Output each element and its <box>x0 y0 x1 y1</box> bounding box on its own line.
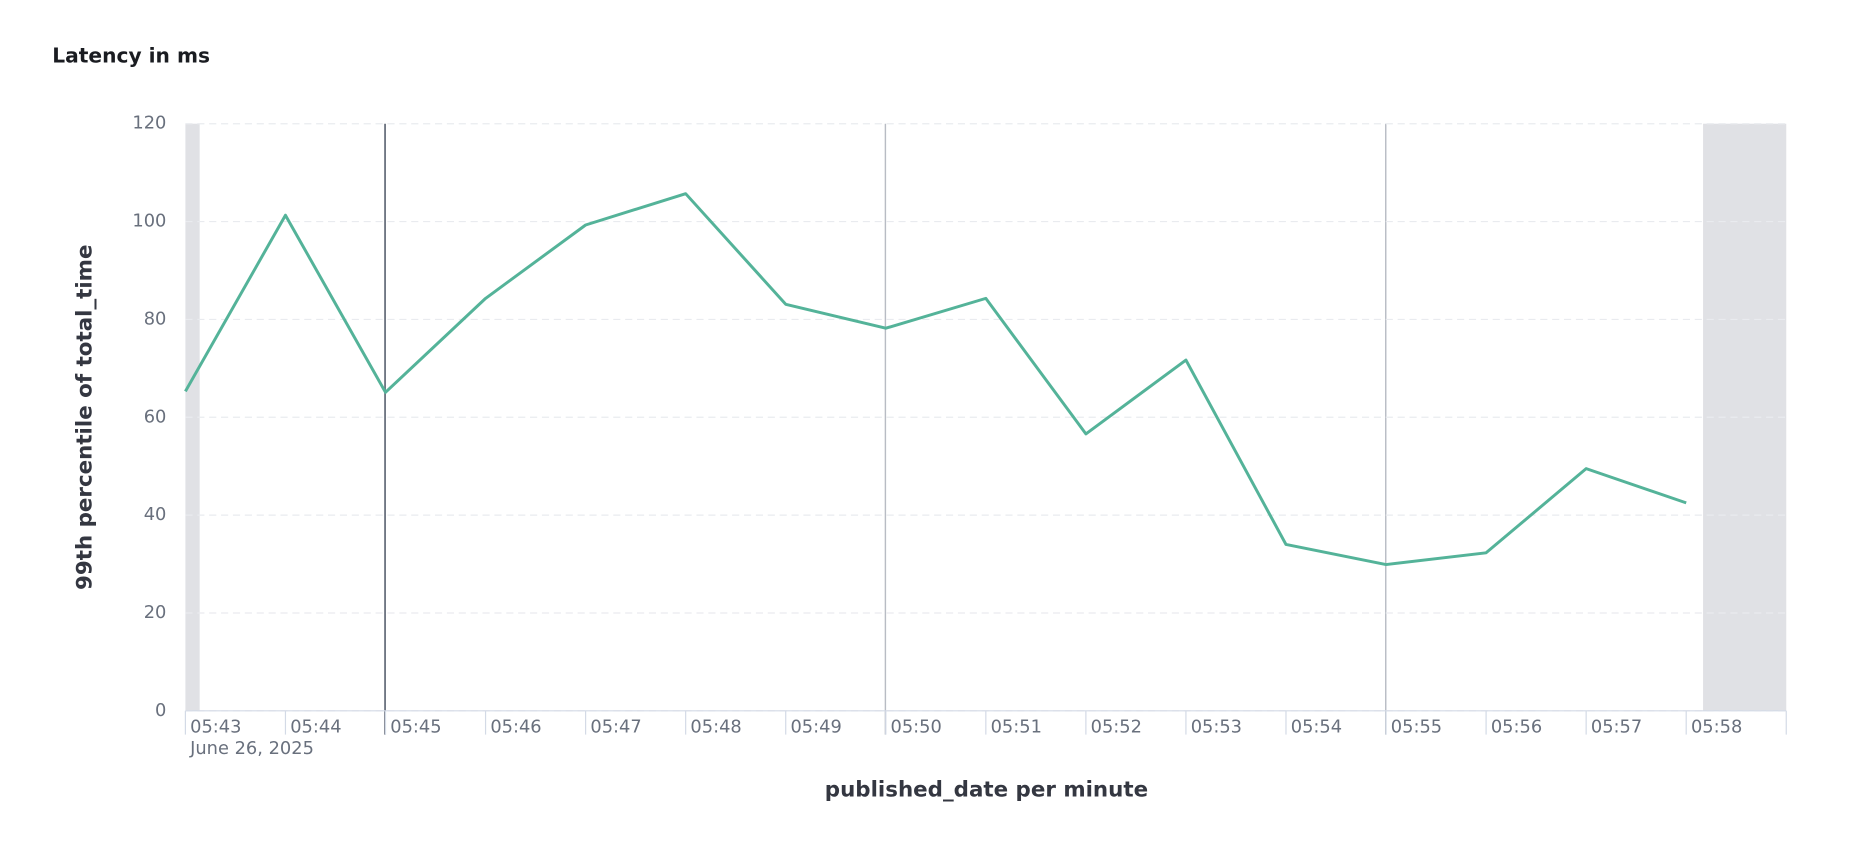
x-tick-label: 05:55 <box>1391 716 1442 737</box>
x-tick-label: 05:48 <box>690 716 741 737</box>
y-tick-label: 20 <box>144 602 167 623</box>
x-tick-label: 05:57 <box>1591 716 1642 737</box>
x-tick-label: 05:52 <box>1091 716 1142 737</box>
y-tick-label: 100 <box>132 211 166 232</box>
x-tick-label: 05:47 <box>590 716 641 737</box>
x-axis-title: published_date per minute <box>825 777 1148 802</box>
x-sublabel: June 26, 2025 <box>189 738 314 759</box>
x-tick-label: 05:45 <box>390 716 441 737</box>
x-tick-label: 05:54 <box>1291 716 1342 737</box>
y-tick-label: 40 <box>144 504 167 525</box>
chart-title: Latency in ms <box>52 44 210 68</box>
x-tick-label: 05:51 <box>991 716 1042 737</box>
x-tick-label: 05:49 <box>790 716 841 737</box>
y-tick-label: 80 <box>144 308 167 329</box>
x-tick-label: 05:56 <box>1491 716 1542 737</box>
x-tick-label: 05:53 <box>1191 716 1242 737</box>
x-tick-label: 05:43 <box>190 716 241 737</box>
x-tick-label: 05:50 <box>891 716 942 737</box>
series-line <box>184 192 1687 567</box>
y-tick-label: 60 <box>144 406 167 427</box>
y-axis-title: 99th percentile of total_time <box>73 245 98 590</box>
x-tick-label: 05:58 <box>1691 716 1742 737</box>
x-tick-label: 05:46 <box>490 716 541 737</box>
y-tick-label: 120 <box>132 113 166 134</box>
y-tick-label: 0 <box>155 700 166 721</box>
x-tick-label: 05:44 <box>290 716 341 737</box>
